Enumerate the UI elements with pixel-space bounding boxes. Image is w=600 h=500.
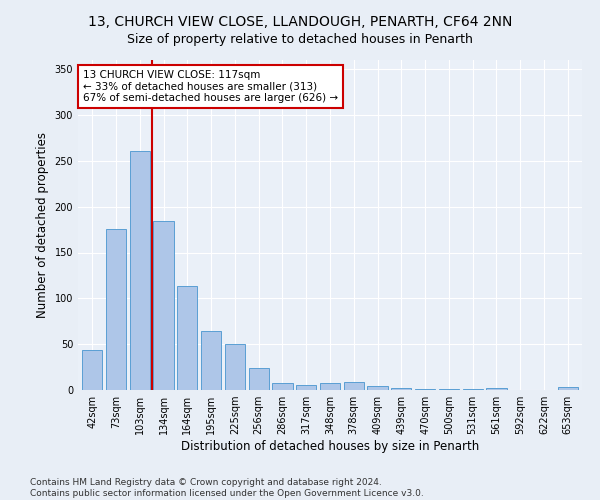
Bar [130,151,150,390]
Text: Size of property relative to detached houses in Penarth: Size of property relative to detached ho… [127,32,473,46]
Bar [154,222,173,390]
Text: 13, CHURCH VIEW CLOSE, LLANDOUGH, PENARTH, CF64 2NN: 13, CHURCH VIEW CLOSE, LLANDOUGH, PENART… [88,15,512,29]
Bar [296,384,316,390]
Bar [487,388,506,390]
Text: 13 CHURCH VIEW CLOSE: 117sqm
← 33% of detached houses are smaller (313)
67% of s: 13 CHURCH VIEW CLOSE: 117sqm ← 33% of de… [83,70,338,103]
Bar [320,382,340,390]
X-axis label: Distribution of detached houses by size in Penarth: Distribution of detached houses by size … [181,440,479,453]
Bar [391,388,412,390]
Bar [463,389,483,390]
Bar [415,389,435,390]
Bar [272,382,293,390]
Bar [106,228,126,390]
Text: Contains HM Land Registry data © Crown copyright and database right 2024.
Contai: Contains HM Land Registry data © Crown c… [30,478,424,498]
Bar [344,382,364,390]
Bar [201,332,221,390]
Bar [557,387,578,390]
Bar [248,368,269,390]
Bar [367,386,388,390]
Bar [225,344,245,390]
Y-axis label: Number of detached properties: Number of detached properties [36,132,49,318]
Bar [439,389,459,390]
Bar [177,286,197,390]
Bar [82,350,103,390]
